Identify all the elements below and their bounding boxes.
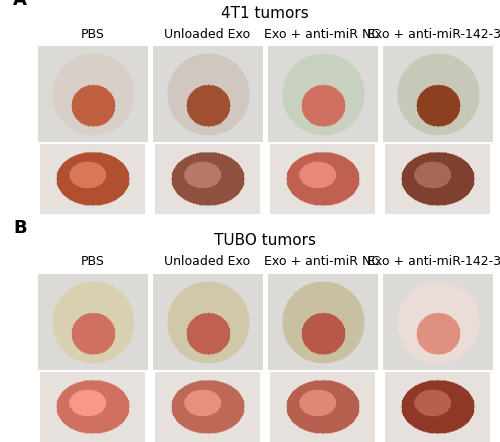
Text: Exo + anti-miR-142-3p: Exo + anti-miR-142-3p xyxy=(366,255,500,268)
Text: A: A xyxy=(13,0,27,9)
Text: Exo + anti-miR NC: Exo + anti-miR NC xyxy=(264,28,380,41)
Text: TUBO tumors: TUBO tumors xyxy=(214,233,316,248)
Text: Exo + anti-miR NC: Exo + anti-miR NC xyxy=(264,255,380,268)
Text: 4T1 tumors: 4T1 tumors xyxy=(221,6,309,21)
Text: Exo + anti-miR-142-3p: Exo + anti-miR-142-3p xyxy=(366,28,500,41)
Text: Unloaded Exo: Unloaded Exo xyxy=(164,28,250,41)
Text: PBS: PBS xyxy=(80,255,104,268)
Text: PBS: PBS xyxy=(80,28,104,41)
Text: Unloaded Exo: Unloaded Exo xyxy=(164,255,250,268)
Text: B: B xyxy=(13,219,27,236)
